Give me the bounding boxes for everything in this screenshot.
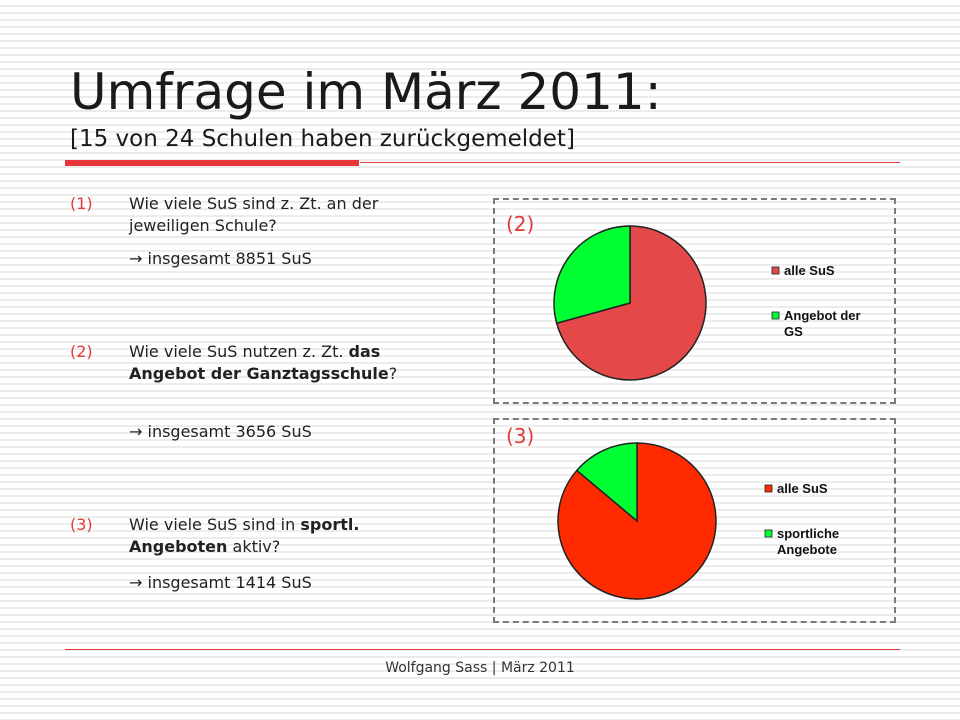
chart-panel-2	[493, 198, 896, 404]
question-text: Wie viele SuS nutzen z. Zt. das Angebot …	[129, 342, 398, 383]
slide-title: Umfrage im März 2011:	[70, 63, 662, 121]
arrow-right-icon: →	[129, 422, 143, 441]
legend-swatch	[771, 311, 780, 320]
legend-swatch	[764, 529, 773, 538]
slide-subtitle: [15 von 24 Schulen haben zurückgemeldet]	[70, 126, 575, 152]
title-accent-bar	[65, 160, 359, 166]
arrow-right-icon: →	[129, 249, 143, 268]
question-number: (1)	[70, 194, 93, 213]
question-answer: → insgesamt 3656 SuS	[129, 422, 312, 441]
chart-panel-3	[493, 418, 896, 623]
legend-label: Angebote	[777, 542, 837, 557]
chart-label: (3)	[506, 424, 535, 448]
legend-label: Angebot der	[784, 308, 861, 323]
legend-label: alle SuS	[777, 481, 828, 496]
question-text: Wie viele SuS sind z. Zt. an der jeweili…	[129, 194, 379, 235]
question-answer: → insgesamt 1414 SuS	[129, 573, 312, 592]
chart-label: (2)	[506, 212, 535, 236]
footer-text: Wolfgang Sass | März 2011	[385, 660, 575, 676]
legend-label: GS	[784, 324, 803, 339]
legend-swatch	[764, 484, 773, 493]
question-number: (2)	[70, 342, 93, 361]
question-text: Wie viele SuS sind in sportl. Angeboten …	[129, 515, 360, 556]
pie-slice-1	[555, 225, 707, 381]
title-underline	[360, 162, 900, 163]
arrow-right-icon: →	[129, 573, 143, 592]
question-number: (3)	[70, 515, 93, 534]
legend-label: sportliche	[777, 526, 839, 541]
footer-rule	[65, 649, 900, 650]
pie-slice-2	[553, 225, 631, 325]
legend-swatch	[771, 266, 780, 275]
question-answer: → insgesamt 8851 SuS	[129, 249, 312, 268]
pie-slice-2	[575, 442, 638, 523]
legend-label: alle SuS	[784, 263, 835, 278]
